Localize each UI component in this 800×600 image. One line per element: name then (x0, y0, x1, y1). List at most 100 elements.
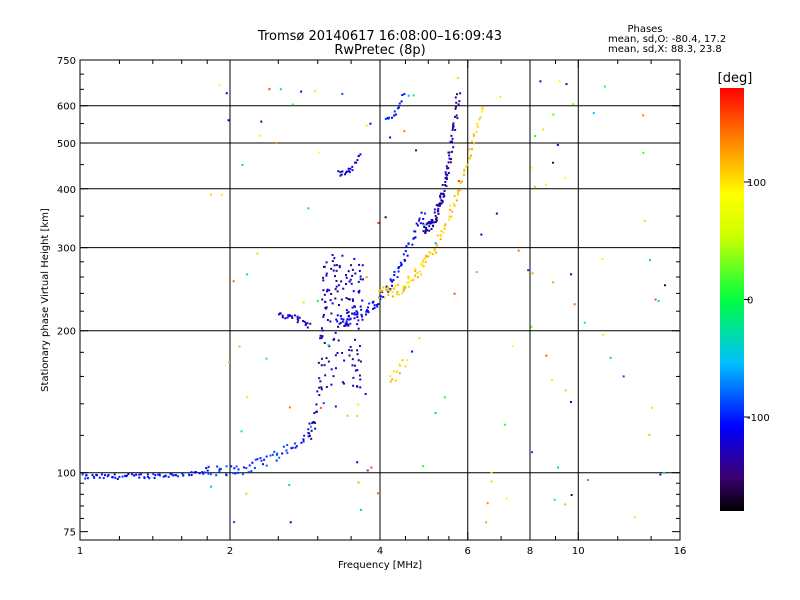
echo-point (480, 233, 483, 236)
echo-point (468, 148, 471, 151)
echo-point (290, 447, 293, 450)
echo-point (332, 269, 335, 272)
echo-point (118, 475, 121, 478)
echo-point (330, 292, 333, 295)
echo-point (324, 300, 327, 303)
echo-point (349, 322, 352, 325)
echo-point (348, 171, 351, 174)
echo-point (353, 305, 356, 308)
echo-point (343, 359, 346, 362)
echo-point (321, 298, 324, 301)
echo-point (413, 230, 416, 233)
echo-point (275, 459, 278, 462)
echo-point (395, 293, 398, 296)
echo-point (293, 442, 296, 445)
echo-point (351, 274, 354, 277)
echo-point (153, 477, 156, 480)
echo-point (345, 276, 348, 279)
echo-point (284, 317, 287, 320)
echo-point (319, 334, 322, 337)
echo-point (296, 321, 299, 324)
echo-point (323, 341, 326, 344)
echo-point (245, 467, 248, 470)
echo-point (351, 268, 354, 271)
echo-point (312, 420, 315, 423)
echo-point (98, 476, 101, 479)
echo-point (565, 83, 568, 86)
echo-point (399, 261, 402, 264)
x-tick-label: 6 (465, 546, 471, 557)
echo-point (421, 264, 424, 267)
echo-point (431, 221, 434, 224)
echo-point (400, 100, 403, 103)
echo-point (642, 151, 645, 154)
echo-point (351, 312, 354, 315)
echo-point (300, 441, 303, 444)
echo-point (417, 276, 420, 279)
echo-point (273, 450, 276, 453)
echo-point (225, 474, 228, 477)
echo-point (210, 485, 213, 488)
echo-point (334, 288, 337, 291)
echo-point (158, 473, 161, 476)
echo-point (334, 354, 337, 357)
echo-point (404, 365, 407, 368)
echo-point (325, 307, 328, 310)
echo-point (391, 295, 394, 298)
echo-point (341, 351, 344, 354)
echo-point (443, 396, 446, 399)
echo-point (325, 385, 328, 388)
echo-point (287, 314, 290, 317)
echo-point (472, 133, 475, 136)
echo-point (304, 322, 307, 325)
echo-point (347, 167, 350, 170)
echo-point (511, 345, 514, 348)
echo-point (398, 363, 401, 366)
echo-point (315, 403, 318, 406)
echo-point (321, 335, 324, 338)
echo-point (397, 270, 400, 273)
echo-point (348, 349, 351, 352)
echo-point (389, 136, 392, 139)
echo-point (85, 474, 88, 477)
echo-point (344, 324, 347, 327)
echo-point (347, 298, 350, 301)
echo-point (364, 393, 367, 396)
echo-point (329, 299, 332, 302)
echo-point (433, 250, 436, 253)
echo-point (322, 289, 325, 292)
echo-point (609, 356, 612, 359)
echo-point (424, 261, 427, 264)
echo-point (372, 307, 375, 310)
echo-point (352, 299, 355, 302)
echo-point (388, 116, 391, 119)
echo-point (321, 329, 324, 332)
echo-point (330, 312, 333, 315)
echo-point (569, 401, 572, 404)
echo-point (174, 474, 177, 477)
echo-point (402, 253, 405, 256)
echo-point (456, 76, 459, 79)
echo-point (432, 221, 435, 224)
echo-point (170, 472, 173, 475)
echo-point (446, 173, 449, 176)
echo-point (406, 359, 409, 362)
echo-point (360, 508, 363, 511)
echo-point (330, 383, 333, 386)
echo-point (450, 158, 453, 161)
echo-point (423, 257, 426, 260)
echo-point (248, 464, 251, 467)
echo-point (469, 156, 472, 159)
echo-point (227, 119, 230, 122)
echo-point (344, 173, 347, 176)
echo-point (332, 375, 335, 378)
echo-point (230, 465, 233, 468)
colorbar-label: [deg] (718, 71, 753, 86)
echo-point (329, 320, 332, 323)
echo-point (583, 321, 586, 324)
echo-point (350, 282, 353, 285)
echo-point (402, 285, 405, 288)
x-axis-label: Frequency [MHz] (338, 560, 422, 571)
echo-point (302, 438, 305, 441)
